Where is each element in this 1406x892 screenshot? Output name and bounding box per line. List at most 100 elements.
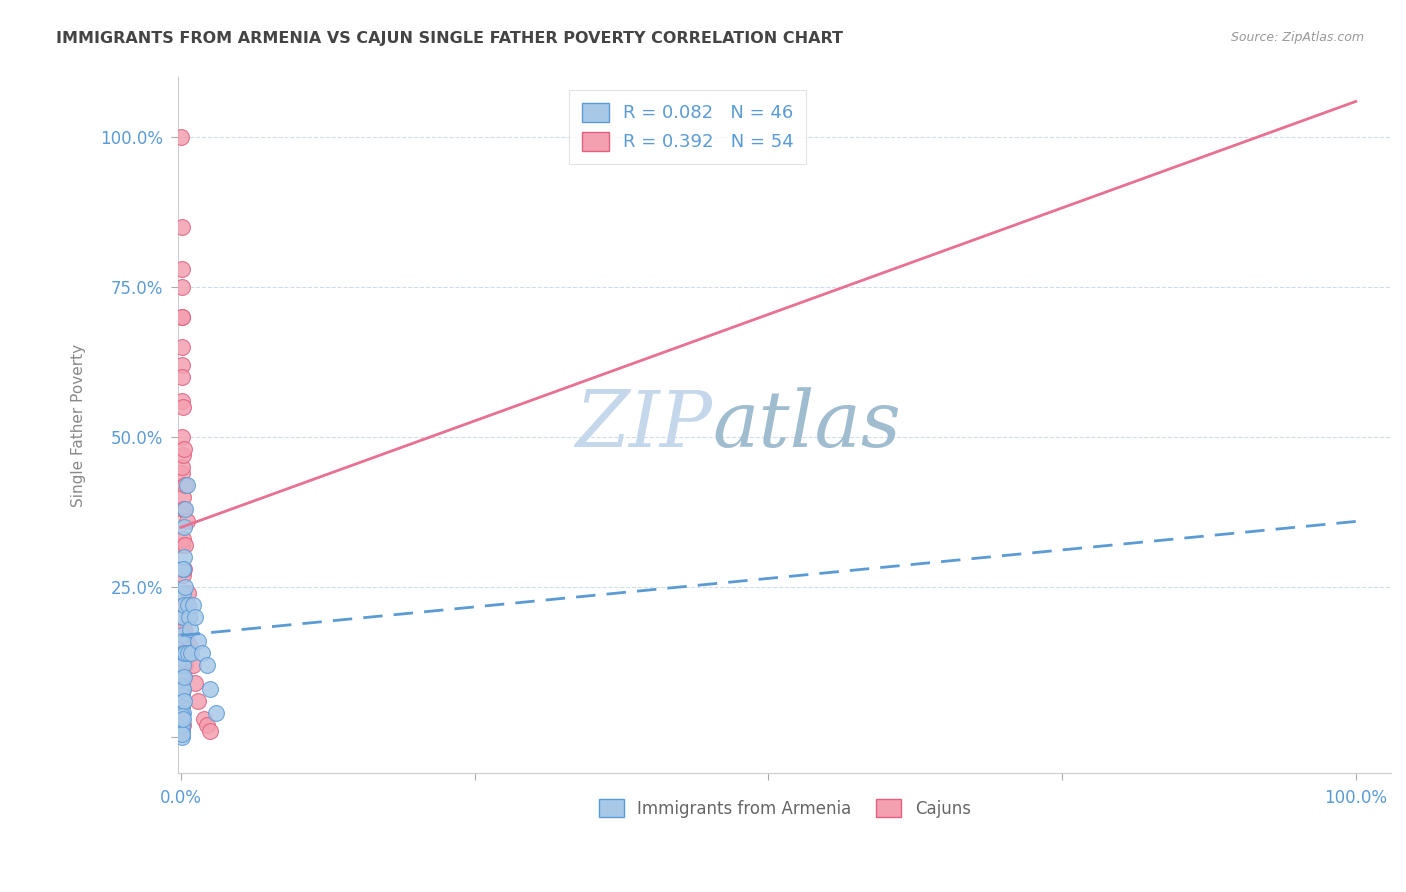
Point (172, 610, 194, 624)
Text: atlas: atlas (711, 387, 901, 464)
Point (174, 478, 197, 492)
Point (173, 502, 195, 516)
Point (170, 680, 193, 694)
Point (170, 709, 193, 723)
Text: IMMIGRANTS FROM ARMENIA VS CAJUN SINGLE FATHER POVERTY CORRELATION CHART: IMMIGRANTS FROM ARMENIA VS CAJUN SINGLE … (56, 31, 844, 46)
Point (170, 262, 193, 277)
Point (187, 634, 209, 648)
Point (177, 610, 200, 624)
Point (170, 682, 193, 697)
Point (173, 647, 195, 661)
Point (177, 647, 200, 661)
Point (170, 562, 193, 576)
Point (174, 658, 197, 673)
Point (170, 700, 193, 714)
Point (170, 718, 193, 732)
Point (172, 610, 194, 624)
Point (172, 562, 194, 576)
Point (172, 634, 194, 648)
Point (195, 718, 218, 732)
Point (170, 652, 193, 666)
Point (170, 628, 193, 642)
Point (170, 731, 193, 745)
Point (172, 568, 194, 582)
Point (172, 647, 194, 661)
Text: ZIP: ZIP (575, 387, 711, 464)
Point (173, 599, 195, 613)
Point (173, 550, 195, 565)
Point (184, 610, 207, 624)
Point (184, 676, 207, 690)
Point (177, 647, 200, 661)
Point (170, 310, 193, 325)
Point (170, 502, 193, 516)
Point (177, 599, 200, 613)
Point (198, 724, 221, 739)
Text: Source: ZipAtlas.com: Source: ZipAtlas.com (1230, 31, 1364, 45)
Point (170, 430, 193, 444)
Point (170, 538, 193, 552)
Point (172, 533, 194, 547)
Point (170, 713, 193, 727)
Point (172, 706, 194, 721)
Point (170, 310, 193, 325)
Point (174, 581, 197, 595)
Point (180, 647, 202, 661)
Point (191, 647, 214, 661)
Point (193, 713, 215, 727)
Point (170, 623, 193, 637)
Point (181, 599, 204, 613)
Legend: Immigrants from Armenia, Cajuns: Immigrants from Armenia, Cajuns (592, 793, 977, 824)
Point (174, 502, 197, 516)
Point (172, 586, 194, 600)
Point (176, 515, 198, 529)
Point (198, 682, 221, 697)
Point (173, 442, 195, 457)
Point (170, 727, 193, 741)
Point (205, 706, 228, 721)
Point (173, 694, 195, 708)
Point (179, 640, 201, 655)
Point (170, 130, 193, 145)
Point (170, 665, 193, 679)
Point (174, 538, 197, 552)
Point (170, 394, 193, 409)
Point (170, 724, 193, 739)
Point (172, 491, 194, 505)
Point (172, 713, 194, 727)
Point (172, 610, 194, 624)
Point (173, 520, 195, 534)
Point (173, 670, 195, 684)
Point (174, 599, 197, 613)
Point (170, 647, 193, 661)
Point (173, 623, 195, 637)
Point (170, 713, 193, 727)
Point (177, 586, 200, 600)
Point (170, 280, 193, 294)
Point (170, 341, 193, 355)
Point (172, 562, 194, 576)
Point (177, 610, 200, 624)
Point (170, 700, 193, 714)
Point (181, 658, 204, 673)
Point (173, 670, 195, 684)
Point (170, 359, 193, 373)
Y-axis label: Single Father Poverty: Single Father Poverty (72, 344, 86, 507)
Point (170, 689, 193, 703)
Point (170, 670, 193, 684)
Point (172, 718, 194, 732)
Point (173, 562, 195, 576)
Point (172, 682, 194, 697)
Point (179, 623, 201, 637)
Point (170, 599, 193, 613)
Point (170, 467, 193, 481)
Point (172, 658, 194, 673)
Point (172, 401, 194, 415)
Point (170, 460, 193, 475)
Point (174, 647, 197, 661)
Point (195, 658, 218, 673)
Point (176, 478, 198, 492)
Point (170, 715, 193, 730)
Point (172, 449, 194, 463)
Point (170, 220, 193, 235)
